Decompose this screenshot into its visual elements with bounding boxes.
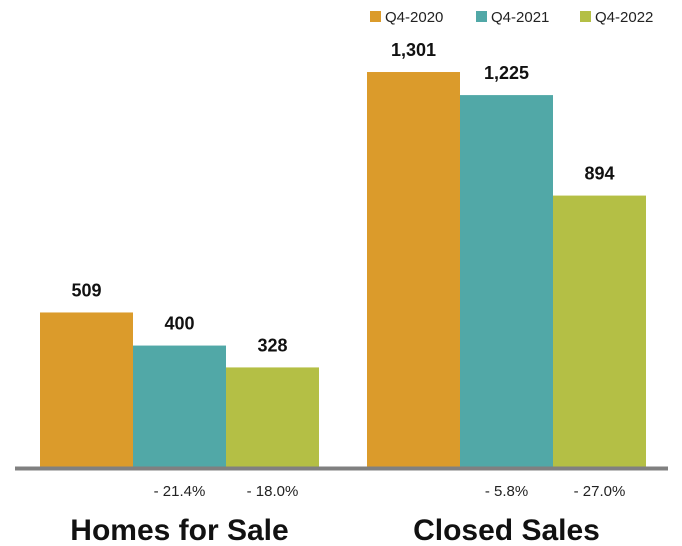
group-closed-sales: 1,301 1,225 - 5.8% 894 - 27.0% Closed Sales xyxy=(367,40,646,546)
change-label-homes-for-sale-q4-2022: - 18.0% xyxy=(247,483,299,500)
legend-swatch-q4-2022 xyxy=(580,11,591,22)
group-homes-for-sale: 509 400 - 21.4% 328 - 18.0% Homes for Sale xyxy=(40,280,319,546)
legend-swatch-q4-2020 xyxy=(370,11,381,22)
legend-label-q4-2022: Q4-2022 xyxy=(595,9,653,26)
legend-swatch-q4-2021 xyxy=(476,11,487,22)
bar-closed-sales-q4-2022 xyxy=(553,195,646,467)
bar-homes-for-sale-q4-2020 xyxy=(40,312,133,467)
value-label-homes-for-sale-q4-2020: 509 xyxy=(71,280,101,300)
chart-groups: 509 400 - 21.4% 328 - 18.0% Homes for Sale 1,3… xyxy=(40,40,646,546)
value-label-homes-for-sale-q4-2021: 400 xyxy=(164,314,194,334)
legend-label-q4-2021: Q4-2021 xyxy=(491,9,549,26)
category-label-homes-for-sale: Homes for Sale xyxy=(70,514,288,546)
value-label-closed-sales-q4-2022: 894 xyxy=(584,164,614,184)
category-label-closed-sales: Closed Sales xyxy=(413,514,600,546)
bar-homes-for-sale-q4-2022 xyxy=(226,367,319,467)
value-label-closed-sales-q4-2021: 1,225 xyxy=(484,63,529,83)
legend-label-q4-2020: Q4-2020 xyxy=(385,9,443,26)
bar-homes-for-sale-q4-2021 xyxy=(133,345,226,467)
chart-legend: Q4-2020 Q4-2021 Q4-2022 xyxy=(370,9,653,26)
bar-closed-sales-q4-2020 xyxy=(367,72,460,467)
change-label-homes-for-sale-q4-2021: - 21.4% xyxy=(154,483,206,500)
value-label-homes-for-sale-q4-2022: 328 xyxy=(257,335,287,355)
value-label-closed-sales-q4-2020: 1,301 xyxy=(391,40,436,60)
bar-closed-sales-q4-2021 xyxy=(460,95,553,467)
change-label-closed-sales-q4-2021: - 5.8% xyxy=(485,483,528,500)
change-label-closed-sales-q4-2022: - 27.0% xyxy=(574,483,626,500)
